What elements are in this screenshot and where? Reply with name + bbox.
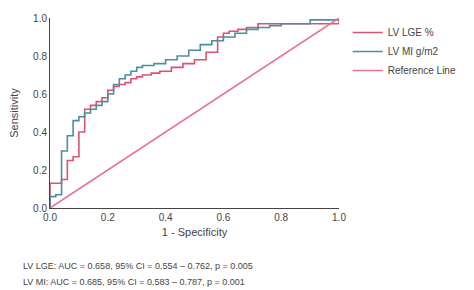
svg-text:0.4: 0.4 xyxy=(33,127,47,138)
svg-text:0.0: 0.0 xyxy=(43,212,57,223)
svg-text:1.0: 1.0 xyxy=(33,13,47,24)
svg-text:LV LGE: AUC = 0.658, 95% CI =: LV LGE: AUC = 0.658, 95% CI = 0.554 – 0.… xyxy=(23,261,253,271)
svg-text:0.2: 0.2 xyxy=(33,165,47,176)
svg-text:0.8: 0.8 xyxy=(274,212,288,223)
svg-text:1.0: 1.0 xyxy=(332,212,346,223)
svg-text:0.4: 0.4 xyxy=(159,212,173,223)
svg-text:Sensitivity: Sensitivity xyxy=(8,88,20,138)
svg-text:LV MI: AUC = 0.685, 95% CI = 0: LV MI: AUC = 0.685, 95% CI = 0.583 – 0.7… xyxy=(23,277,245,287)
svg-text:0.6: 0.6 xyxy=(33,89,47,100)
svg-text:LV LGE %: LV LGE % xyxy=(388,27,434,38)
svg-text:0.2: 0.2 xyxy=(101,212,115,223)
svg-text:0.8: 0.8 xyxy=(33,51,47,62)
svg-text:0.0: 0.0 xyxy=(33,203,47,214)
svg-text:0.6: 0.6 xyxy=(216,212,230,223)
svg-text:LV MI g/m2: LV MI g/m2 xyxy=(388,46,439,57)
svg-text:1 - Specificity: 1 - Specificity xyxy=(162,226,228,238)
svg-text:Reference Line: Reference Line xyxy=(388,65,456,76)
